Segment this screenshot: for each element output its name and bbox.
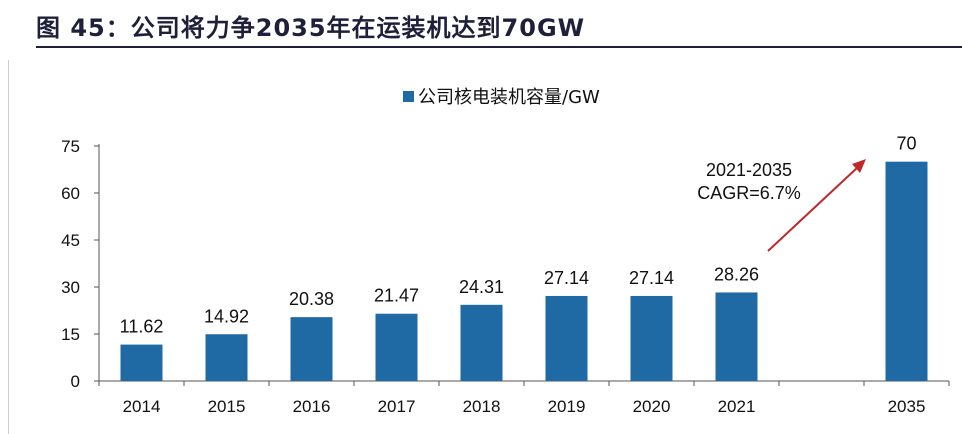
data-label-2014: 11.62 — [120, 317, 164, 337]
x-tick-label: 2035 — [888, 397, 926, 416]
left-border-line — [8, 60, 9, 434]
x-tick-label: 2018 — [463, 397, 501, 416]
y-tick-label: 60 — [61, 184, 80, 203]
chart-figure-title: 图 45：公司将力争2035年在运装机达到70GW — [36, 14, 586, 42]
annotation-period: 2021-2035 — [706, 160, 792, 180]
cagr-arrow — [767, 166, 859, 252]
y-tick-label: 45 — [61, 231, 80, 250]
cagr-annotation: 2021-2035 CAGR=6.7% — [697, 159, 866, 252]
bar-2021 — [715, 292, 758, 381]
legend-label: 公司核电装机容量/GW — [418, 87, 600, 108]
bar-2014 — [120, 344, 163, 381]
title-underline — [36, 46, 962, 48]
x-tick-label: 2014 — [123, 397, 161, 416]
data-labels: 11.62 14.92 20.38 21.47 24.31 27.14 27.14 28.26… — [120, 134, 917, 337]
data-label-2018: 24.31 — [459, 277, 504, 297]
data-label-2035: 70 — [896, 134, 916, 154]
x-tick-label: 2019 — [548, 397, 586, 416]
bar-2035 — [885, 161, 928, 381]
x-axis: 2014 2015 2016 2017 2018 2019 2020 2021 2035 — [98, 380, 950, 416]
x-tick-label: 2016 — [293, 397, 331, 416]
data-label-2016: 20.38 — [289, 289, 334, 309]
y-tick-label: 30 — [61, 278, 80, 297]
bar-2019 — [545, 295, 588, 381]
legend-swatch — [403, 91, 414, 102]
bar-2018 — [460, 304, 503, 381]
data-label-2017: 21.47 — [374, 286, 419, 306]
x-tick-label: 2021 — [718, 397, 756, 416]
x-tick-label: 2020 — [633, 397, 671, 416]
bar-2015 — [205, 334, 248, 381]
bar-2016 — [290, 317, 333, 381]
y-tick-label: 15 — [61, 325, 80, 344]
data-label-2019: 27.14 — [544, 268, 589, 288]
y-axis: 0 15 30 45 60 75 — [61, 137, 100, 391]
data-label-2021: 28.26 — [714, 264, 759, 284]
title-bar: 图 45：公司将力争2035年在运装机达到70GW — [0, 0, 962, 48]
annotation-cagr: CAGR=6.7% — [697, 183, 801, 203]
bar-2020 — [630, 295, 673, 381]
x-tick-label: 2017 — [378, 397, 416, 416]
y-tick-label: 75 — [61, 137, 80, 156]
x-tick-label: 2015 — [208, 397, 246, 416]
data-label-2020: 27.14 — [629, 268, 674, 288]
legend: 公司核电装机容量/GW — [403, 87, 600, 108]
bars — [120, 161, 928, 381]
y-tick-label: 0 — [71, 372, 80, 391]
cagr-arrowhead — [852, 159, 866, 173]
data-label-2015: 14.92 — [204, 306, 249, 326]
bar-2017 — [375, 313, 418, 381]
